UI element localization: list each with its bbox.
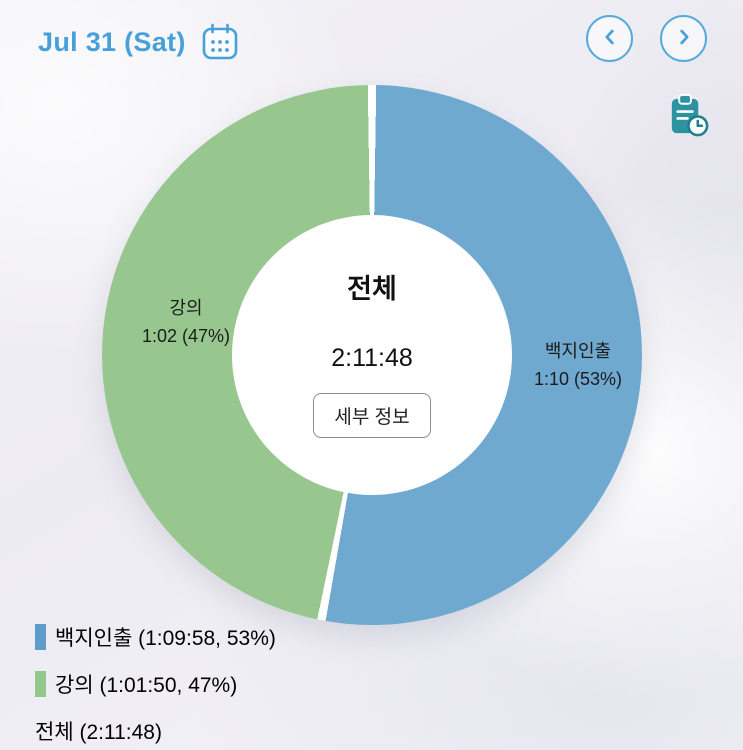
- legend: 백지인출 (1:09:58, 53%) 강의 (1:01:50, 47%) 전체…: [35, 622, 276, 746]
- legend-total: 전체 (2:11:48): [35, 721, 162, 744]
- next-day-button[interactable]: [660, 15, 707, 62]
- clipboard-clock-icon[interactable]: [664, 92, 711, 144]
- legend-swatch-green: [35, 671, 46, 697]
- segment-label-lecture: 강의 1:02 (47%): [118, 295, 254, 351]
- segment-name: 강의: [169, 298, 203, 318]
- donut-chart: 강의 1:02 (47%) 백지인출 1:10 (53%) 전체 2:11:48…: [102, 85, 642, 625]
- legend-item: 강의 (1:01:50, 47%): [35, 669, 276, 699]
- segment-value: 1:10 (53%): [533, 368, 623, 389]
- calendar-icon[interactable]: [200, 22, 240, 62]
- date-group: Jul 31 (Sat): [38, 22, 240, 62]
- legend-label: 백지인출 (1:09:58, 53%): [55, 627, 276, 650]
- legend-item: 백지인출 (1:09:58, 53%): [35, 622, 276, 652]
- chevron-right-icon: [673, 26, 695, 51]
- chart-center-total: 2:11:48: [331, 344, 413, 372]
- day-nav: [586, 15, 707, 62]
- segment-value: 1:02 (47%): [141, 325, 231, 346]
- header: Jul 31 (Sat): [0, 0, 743, 80]
- chart-center-title: 전체: [347, 274, 397, 304]
- legend-label: 강의 (1:01:50, 47%): [55, 674, 238, 697]
- date-label: Jul 31 (Sat): [38, 26, 186, 57]
- chevron-left-icon: [599, 26, 621, 51]
- legend-swatch-blue: [35, 624, 46, 650]
- segment-name: 백지인출: [544, 341, 612, 361]
- prev-day-button[interactable]: [586, 15, 633, 62]
- segment-label-blank-recall: 백지인출 1:10 (53%): [506, 338, 650, 394]
- detail-button[interactable]: 세부 정보: [313, 393, 431, 438]
- donut-center: 전체 2:11:48 세부 정보: [232, 215, 512, 495]
